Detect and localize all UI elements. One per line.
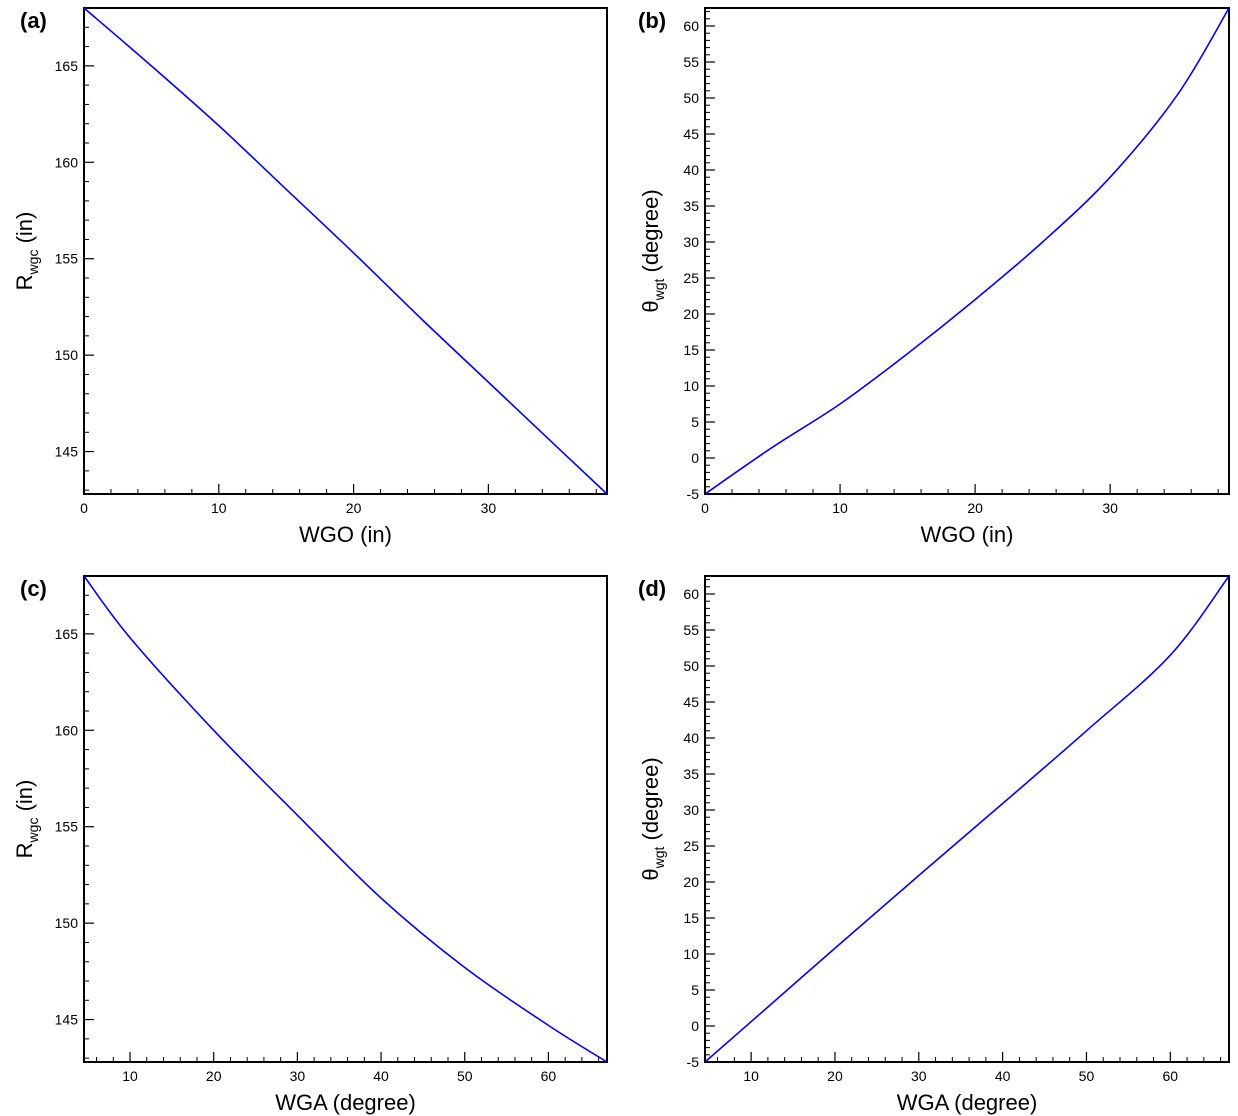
chart-panel-d: (d) 10 20 30 40 50 60 -5 0 5 10 15 20 25 30 35 40 45 50 55 6… — [638, 575, 1230, 1115]
chart-panel-c: (c) 10 20 30 40 50 60 145 150 155 160 165 WGA (degre… — [12, 575, 608, 1115]
y-tick-label: -5 — [687, 1054, 700, 1070]
y-tick-label: 30 — [683, 802, 699, 818]
x-tick-label: 40 — [373, 1068, 389, 1084]
x-tick-label: 50 — [457, 1068, 473, 1084]
y-tick-label: 15 — [683, 342, 699, 358]
y-tick-label: 25 — [683, 270, 699, 286]
x-tick-label: 30 — [290, 1068, 306, 1084]
y-tick-label: 5 — [691, 414, 699, 430]
x-tick-label: 40 — [995, 1068, 1011, 1084]
y-axis-title: Rwgc (in) — [12, 212, 41, 291]
y-tick-label: 0 — [691, 450, 699, 466]
chart-panel-a: (a) 0 10 20 30 145 150 155 160 165 WGO (in) Rwgc (i… — [12, 7, 608, 547]
y-axis-title: Rwgc (in) — [12, 780, 41, 859]
x-tick-label: 20 — [827, 1068, 843, 1084]
y-tick-label: 10 — [683, 946, 699, 962]
y-tick-label: 10 — [683, 378, 699, 394]
x-tick-label: 0 — [701, 500, 709, 516]
x-tick-label: 20 — [967, 500, 983, 516]
y-tick-label: 5 — [691, 982, 699, 998]
y-tick-label: 25 — [683, 838, 699, 854]
y-tick-label: 30 — [683, 234, 699, 250]
x-tick-label: 20 — [206, 1068, 222, 1084]
y-tick-label: 20 — [683, 874, 699, 890]
x-tick-label: 0 — [80, 500, 88, 516]
x-tick-label: 30 — [911, 1068, 927, 1084]
y-axis-title: θwgt (degree) — [638, 189, 667, 312]
panel-label: (b) — [638, 8, 666, 33]
x-tick-label: 10 — [743, 1068, 759, 1084]
y-tick-label: 60 — [683, 18, 699, 34]
y-tick-label: 150 — [55, 347, 79, 363]
y-tick-label: 50 — [683, 658, 699, 674]
plot-frame — [83, 575, 608, 1063]
x-tick-label: 60 — [1163, 1068, 1179, 1084]
series-line — [83, 575, 608, 1063]
y-tick-label: 160 — [55, 154, 79, 170]
x-tick-label: 60 — [541, 1068, 557, 1084]
x-tick-label: 30 — [481, 500, 497, 516]
y-tick-label: 0 — [691, 1018, 699, 1034]
y-tick-label: 165 — [55, 58, 79, 74]
panel-label: (d) — [638, 576, 666, 601]
y-axis-title: θwgt (degree) — [638, 757, 667, 880]
series-line — [704, 575, 1230, 1063]
x-axis-title: WGA (degree) — [275, 1090, 416, 1115]
plot-frame — [704, 7, 1230, 495]
y-tick-label: 55 — [683, 622, 699, 638]
x-tick-label: 30 — [1102, 500, 1118, 516]
y-tick-label: -5 — [687, 486, 700, 502]
x-axis-title: WGO (in) — [921, 522, 1014, 547]
y-tick-label: 15 — [683, 910, 699, 926]
panel-label: (c) — [20, 576, 47, 601]
x-axis-title: WGO (in) — [299, 522, 392, 547]
x-tick-label: 20 — [346, 500, 362, 516]
x-axis-title: WGA (degree) — [897, 1090, 1038, 1115]
y-tick-label: 55 — [683, 54, 699, 70]
panel-label: (a) — [20, 8, 47, 33]
y-tick-label: 155 — [55, 819, 79, 835]
y-tick-label: 60 — [683, 586, 699, 602]
y-tick-label: 50 — [683, 90, 699, 106]
y-tick-label: 155 — [55, 251, 79, 267]
y-tick-label: 45 — [683, 694, 699, 710]
plot-frame — [83, 7, 608, 495]
series-line — [83, 7, 608, 495]
y-tick-label: 145 — [55, 1012, 79, 1028]
y-tick-label: 165 — [55, 626, 79, 642]
y-tick-label: 20 — [683, 306, 699, 322]
x-tick-label: 10 — [211, 500, 227, 516]
x-tick-label: 10 — [122, 1068, 138, 1084]
y-tick-label: 145 — [55, 444, 79, 460]
plot-frame — [704, 575, 1230, 1063]
x-tick-label: 50 — [1079, 1068, 1095, 1084]
y-tick-label: 160 — [55, 722, 79, 738]
y-tick-label: 40 — [683, 162, 699, 178]
y-tick-label: 45 — [683, 126, 699, 142]
y-tick-label: 150 — [55, 915, 79, 931]
x-tick-label: 10 — [832, 500, 848, 516]
y-tick-label: 35 — [683, 766, 699, 782]
y-tick-label: 40 — [683, 730, 699, 746]
y-tick-label: 35 — [683, 198, 699, 214]
chart-panel-b: (b)0 10 20 30-5051015202530354045505560WGO … — [638, 7, 1230, 547]
series-line — [704, 7, 1230, 495]
